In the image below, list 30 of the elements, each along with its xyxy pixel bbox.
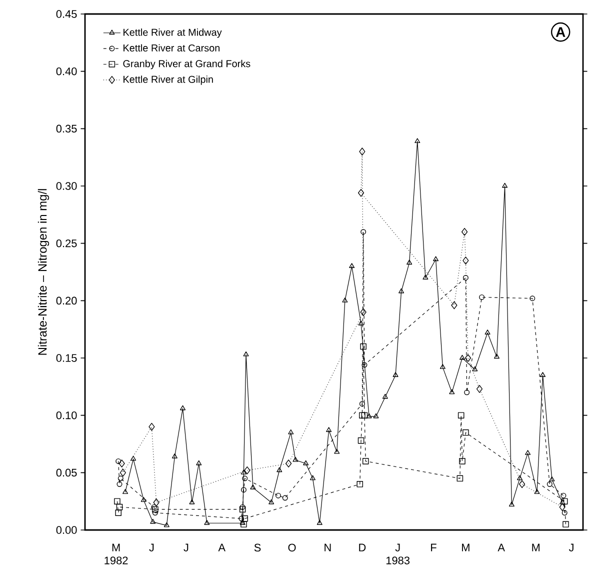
legend-label: Kettle River at Gilpin [124,76,213,85]
x-tick-label: F [431,544,436,552]
legend-label: Kettle River at Midway [124,28,222,38]
x-tick-label: A [218,544,226,552]
y-tick-label: 0.40 [56,67,77,76]
x-tick-label: J [568,544,574,552]
y-tick-label: 0.10 [56,411,77,420]
annotation: A [556,27,566,37]
x-tick-label: M [532,544,540,552]
y-tick-label: 0.45 [56,10,77,18]
legend-label: Kettle River at Carson [124,44,220,52]
y-tick-label: 0.35 [56,124,77,133]
y-tick-label: 0.30 [56,182,77,190]
y-tick-label: 0.15 [56,354,77,362]
x-tick-label: D [359,544,366,552]
x-tick-label: J 1983 [386,544,410,564]
x-tick-label: N [324,544,331,552]
x-tick-label: M [462,544,470,552]
legend-label: Granby River at Grand Forks [123,60,250,70]
y-tick-label: 0.00 [56,526,77,534]
x-tick-label: J [149,544,154,552]
y-tick-label: 0.25 [56,239,77,248]
x-tick-label: S [254,544,261,552]
y-axis-title: Nitrate-Nitrite – Nitrogen in mg/l [38,189,50,355]
x-tick-label: J [184,544,188,552]
x-tick-label: M 1982 [104,544,128,564]
y-tick-label: 0.20 [56,296,77,305]
x-tick-label: A [498,544,505,552]
x-tick-label: O [288,544,296,552]
y-tick-label: 0.05 [56,468,77,477]
